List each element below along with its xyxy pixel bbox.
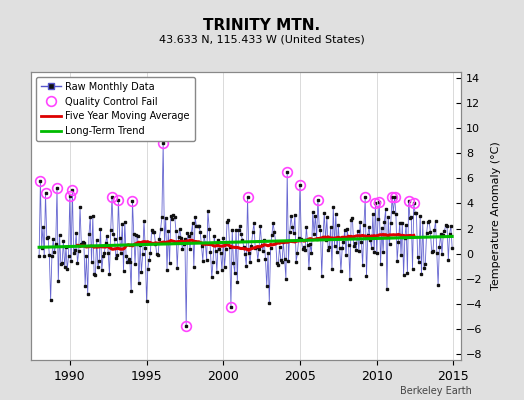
Text: TRINITY MTN.: TRINITY MTN. [203,18,321,33]
Text: 43.633 N, 115.433 W (United States): 43.633 N, 115.433 W (United States) [159,34,365,44]
Text: Berkeley Earth: Berkeley Earth [400,386,472,396]
Legend: Raw Monthly Data, Quality Control Fail, Five Year Moving Average, Long-Term Tren: Raw Monthly Data, Quality Control Fail, … [36,77,195,141]
Y-axis label: Temperature Anomaly (°C): Temperature Anomaly (°C) [491,142,501,290]
